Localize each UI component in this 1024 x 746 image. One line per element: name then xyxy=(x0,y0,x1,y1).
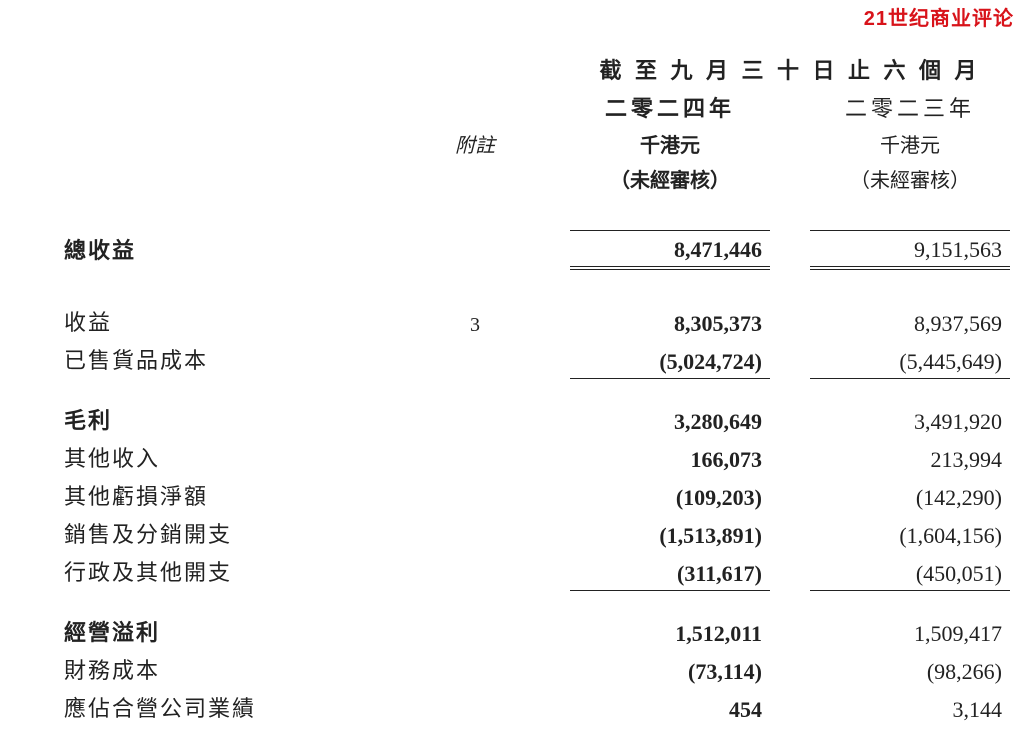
val-total-revenue-prior: 9,151,563 xyxy=(810,230,1010,268)
header-unit-row: 附註 千港元 千港元 xyxy=(60,126,1010,161)
row-op-profit: 經營溢利 1,512,011 1,509,417 xyxy=(60,612,1010,650)
label-finance-cost: 財務成本 xyxy=(60,650,420,688)
val-selling-exp-current: (1,513,891) xyxy=(570,514,770,552)
val-cogs-current: (5,024,724) xyxy=(570,340,770,378)
row-jv-share: 應佔合營公司業績 454 3,144 xyxy=(60,688,1010,726)
header-period-row: 截 至 九 月 三 十 日 止 六 個 月 xyxy=(60,50,1010,88)
label-total-revenue: 總收益 xyxy=(60,230,420,268)
label-selling-exp: 銷售及分銷開支 xyxy=(60,514,420,552)
val-other-net-loss-current: (109,203) xyxy=(570,476,770,514)
row-admin-exp: 行政及其他開支 (311,617) (450,051) xyxy=(60,552,1010,590)
row-other-income: 其他收入 166,073 213,994 xyxy=(60,438,1010,476)
val-op-profit-prior: 1,509,417 xyxy=(810,612,1010,650)
val-admin-exp-prior: (450,051) xyxy=(810,552,1010,590)
val-other-income-prior: 213,994 xyxy=(810,438,1010,476)
val-op-profit-current: 1,512,011 xyxy=(570,612,770,650)
financial-statement: 截 至 九 月 三 十 日 止 六 個 月 二零二四年 二零二三年 附註 千港元… xyxy=(0,0,1024,746)
row-cogs: 已售貨品成本 (5,024,724) (5,445,649) xyxy=(60,340,1010,378)
label-revenue: 收益 xyxy=(60,302,420,340)
val-jv-share-prior: 3,144 xyxy=(810,688,1010,726)
val-selling-exp-prior: (1,604,156) xyxy=(810,514,1010,552)
label-other-net-loss: 其他虧損淨額 xyxy=(60,476,420,514)
val-admin-exp-current: (311,617) xyxy=(570,552,770,590)
col-year-prior: 二零二三年 xyxy=(810,88,1010,126)
label-other-income: 其他收入 xyxy=(60,438,420,476)
val-total-revenue-current: 8,471,446 xyxy=(570,230,770,268)
val-finance-cost-prior: (98,266) xyxy=(810,650,1010,688)
row-gross-profit: 毛利 3,280,649 3,491,920 xyxy=(60,400,1010,438)
col-unit-current: 千港元 xyxy=(570,126,770,161)
col-year-current: 二零二四年 xyxy=(570,88,770,126)
val-cogs-prior: (5,445,649) xyxy=(810,340,1010,378)
label-admin-exp: 行政及其他開支 xyxy=(60,552,420,590)
val-revenue-current: 8,305,373 xyxy=(570,302,770,340)
note-total-revenue xyxy=(420,230,530,268)
val-jv-share-current: 454 xyxy=(570,688,770,726)
val-revenue-prior: 8,937,569 xyxy=(810,302,1010,340)
row-finance-cost: 財務成本 (73,114) (98,266) xyxy=(60,650,1010,688)
row-other-net-loss: 其他虧損淨額 (109,203) (142,290) xyxy=(60,476,1010,514)
row-total-revenue: 總收益 8,471,446 9,151,563 xyxy=(60,230,1010,268)
row-revenue: 收益 3 8,305,373 8,937,569 xyxy=(60,302,1010,340)
val-finance-cost-current: (73,114) xyxy=(570,650,770,688)
row-selling-exp: 銷售及分銷開支 (1,513,891) (1,604,156) xyxy=(60,514,1010,552)
val-other-net-loss-prior: (142,290) xyxy=(810,476,1010,514)
val-gross-profit-prior: 3,491,920 xyxy=(810,400,1010,438)
watermark-text: 21世纪商业评论 xyxy=(864,2,1014,31)
note-revenue: 3 xyxy=(420,302,530,340)
label-cogs: 已售貨品成本 xyxy=(60,340,420,378)
header-year-row: 二零二四年 二零二三年 xyxy=(60,88,1010,126)
period-title: 截 至 九 月 三 十 日 止 六 個 月 xyxy=(570,50,1010,88)
label-jv-share: 應佔合營公司業績 xyxy=(60,688,420,726)
label-op-profit: 經營溢利 xyxy=(60,612,420,650)
income-statement-table: 截 至 九 月 三 十 日 止 六 個 月 二零二四年 二零二三年 附註 千港元… xyxy=(60,50,1010,726)
col-note-label: 附註 xyxy=(420,126,530,161)
val-other-income-current: 166,073 xyxy=(570,438,770,476)
val-gross-profit-current: 3,280,649 xyxy=(570,400,770,438)
col-audit-prior: （未經審核） xyxy=(810,161,1010,196)
label-gross-profit: 毛利 xyxy=(60,400,420,438)
col-unit-prior: 千港元 xyxy=(810,126,1010,161)
header-audit-row: （未經審核） （未經審核） xyxy=(60,161,1010,196)
col-audit-current: （未經審核） xyxy=(570,161,770,196)
